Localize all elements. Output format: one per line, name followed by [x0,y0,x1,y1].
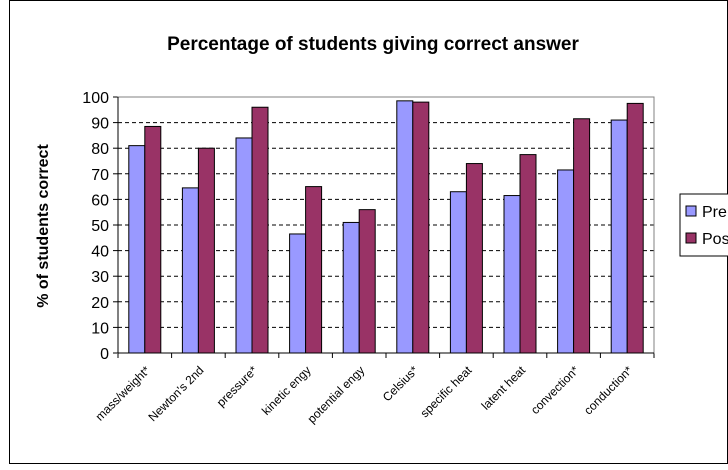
y-axis-label: % of students correct [35,144,52,308]
legend: Pre Post [679,193,728,257]
bar-pre-9 [610,119,628,354]
legend-label-pre: Pre [702,204,727,221]
bar-pre-0 [128,145,146,354]
y-tick-label: 60 [91,192,109,209]
bar-pre-5 [396,100,414,354]
bar-pre-1 [181,187,199,354]
bar-post-7 [519,154,537,354]
bar-post-1 [197,147,215,354]
y-tick-label: 70 [91,167,109,184]
legend-swatch-post [685,232,697,244]
bar-post-8 [573,118,591,354]
y-tick-label: 0 [100,346,109,363]
y-tick-label: 20 [91,295,109,312]
legend-box [679,193,728,257]
legend-swatch-pre [685,205,697,217]
bar-pre-7 [503,195,521,354]
y-tick-label: 40 [91,244,109,261]
y-tick-label: 80 [91,141,109,158]
bar-post-6 [465,163,483,354]
bar-pre-2 [235,137,253,354]
y-tick-label: 30 [91,269,109,286]
bar-pre-3 [289,233,307,354]
bar-pre-4 [342,221,360,354]
bar-pre-6 [449,191,467,354]
bar-post-0 [144,125,162,354]
chart-title: Percentage of students giving correct an… [167,34,579,55]
legend-label-post: Post [702,231,728,248]
y-tick-label: 100 [82,90,109,107]
bar-pre-8 [557,169,575,354]
bar-post-4 [358,209,376,354]
y-tick-label: 10 [91,320,109,337]
bar-post-5 [412,101,430,354]
bar-post-2 [251,106,269,354]
bar-post-9 [626,102,644,354]
y-tick-label: 90 [91,116,109,133]
bar-post-3 [305,186,323,354]
y-tick-label: 50 [91,218,109,235]
